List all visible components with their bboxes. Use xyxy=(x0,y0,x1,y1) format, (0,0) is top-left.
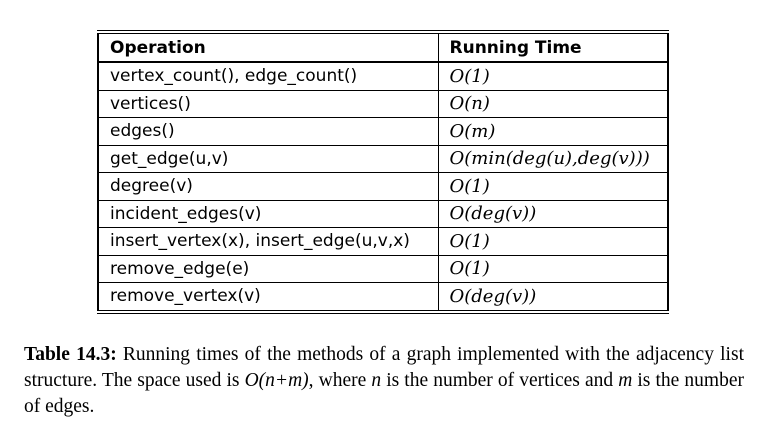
table-header-row: Operation Running Time xyxy=(97,31,669,63)
running-time-cell: O(min(deg(u),deg(v))) xyxy=(437,144,669,173)
header-running-time: Running Time xyxy=(437,31,669,63)
operation-cell: incident_edges(v) xyxy=(97,199,439,228)
operation-cell: degree(v) xyxy=(97,172,439,201)
caption-label: Table 14.3: xyxy=(24,343,117,365)
operation-cell: remove_vertex(v) xyxy=(97,282,439,312)
table-row: insert_vertex(x), insert_edge(u,v,x) O(1… xyxy=(97,227,669,256)
table-row: remove_vertex(v) O(deg(v)) xyxy=(97,282,669,312)
table-row: vertex_count(), edge_count() O(1) xyxy=(97,61,669,91)
operation-cell: vertices() xyxy=(97,89,439,118)
operation-cell: get_edge(u,v) xyxy=(97,144,439,173)
operation-cell: remove_edge(e) xyxy=(97,254,439,283)
caption-text: , where xyxy=(308,369,372,391)
table-row: vertices() O(n) xyxy=(97,89,669,118)
running-time-cell: O(deg(v)) xyxy=(437,282,669,312)
table-row: incident_edges(v) O(deg(v)) xyxy=(97,199,669,228)
caption-var-m: m xyxy=(618,369,633,391)
running-time-table-container: Operation Running Time vertex_count(), e… xyxy=(97,30,669,314)
running-time-cell: O(1) xyxy=(437,61,669,91)
operation-cell: edges() xyxy=(97,117,439,146)
table-row: degree(v) O(1) xyxy=(97,172,669,201)
caption-text: Running times of the methods of a graph … xyxy=(24,343,744,391)
running-time-cell: O(m) xyxy=(437,117,669,146)
running-time-cell: O(n) xyxy=(437,89,669,118)
running-time-cell: O(1) xyxy=(437,254,669,283)
caption-text: is the number of edges. xyxy=(24,369,744,417)
table-caption: Table 14.3: Running times of the methods… xyxy=(24,342,744,420)
operation-cell: insert_vertex(x), insert_edge(u,v,x) xyxy=(97,227,439,256)
caption-text: is the number of vertices and xyxy=(381,369,619,391)
operation-cell: vertex_count(), edge_count() xyxy=(97,61,439,91)
table-row: remove_edge(e) O(1) xyxy=(97,254,669,283)
caption-var-n: n xyxy=(371,369,382,391)
caption-math-space: O(n+m) xyxy=(244,369,309,391)
table-row: get_edge(u,v) O(min(deg(u),deg(v))) xyxy=(97,144,669,173)
table-row: edges() O(m) xyxy=(97,117,669,146)
header-operation: Operation xyxy=(97,31,439,63)
running-time-cell: O(deg(v)) xyxy=(437,199,669,228)
running-time-table: Operation Running Time vertex_count(), e… xyxy=(97,30,669,314)
running-time-cell: O(1) xyxy=(437,172,669,201)
running-time-cell: O(1) xyxy=(437,227,669,256)
